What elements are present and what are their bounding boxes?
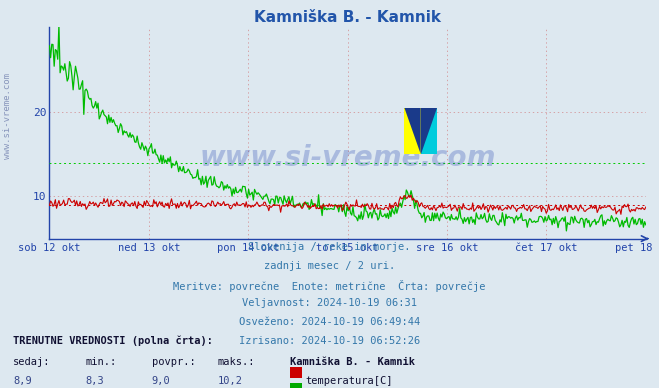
Title: Kamniška B. - Kamnik: Kamniška B. - Kamnik <box>254 10 441 24</box>
Text: Veljavnost: 2024-10-19 06:31: Veljavnost: 2024-10-19 06:31 <box>242 298 417 308</box>
Text: TRENUTNE VREDNOSTI (polna črta):: TRENUTNE VREDNOSTI (polna črta): <box>13 336 213 346</box>
Polygon shape <box>420 107 437 154</box>
Text: 8,9: 8,9 <box>13 376 32 386</box>
Polygon shape <box>404 107 420 154</box>
Text: 8,3: 8,3 <box>86 376 104 386</box>
Text: min.:: min.: <box>86 357 117 367</box>
Text: temperatura[C]: temperatura[C] <box>306 376 393 386</box>
Text: Kamniška B. - Kamnik: Kamniška B. - Kamnik <box>290 357 415 367</box>
Text: Osveženo: 2024-10-19 06:49:44: Osveženo: 2024-10-19 06:49:44 <box>239 317 420 327</box>
Text: zadnji mesec / 2 uri.: zadnji mesec / 2 uri. <box>264 261 395 271</box>
Text: www.si-vreme.com: www.si-vreme.com <box>3 73 13 159</box>
Text: 10,2: 10,2 <box>217 376 243 386</box>
Text: 9,0: 9,0 <box>152 376 170 386</box>
Text: povpr.:: povpr.: <box>152 357 195 367</box>
Text: www.si-vreme.com: www.si-vreme.com <box>200 144 496 172</box>
Text: maks.:: maks.: <box>217 357 255 367</box>
Text: Izrisano: 2024-10-19 06:52:26: Izrisano: 2024-10-19 06:52:26 <box>239 336 420 346</box>
Text: sedaj:: sedaj: <box>13 357 51 367</box>
Text: Meritve: povrečne  Enote: metrične  Črta: povrečje: Meritve: povrečne Enote: metrične Črta: … <box>173 280 486 292</box>
Text: Slovenija / reke in morje.: Slovenija / reke in morje. <box>248 242 411 253</box>
